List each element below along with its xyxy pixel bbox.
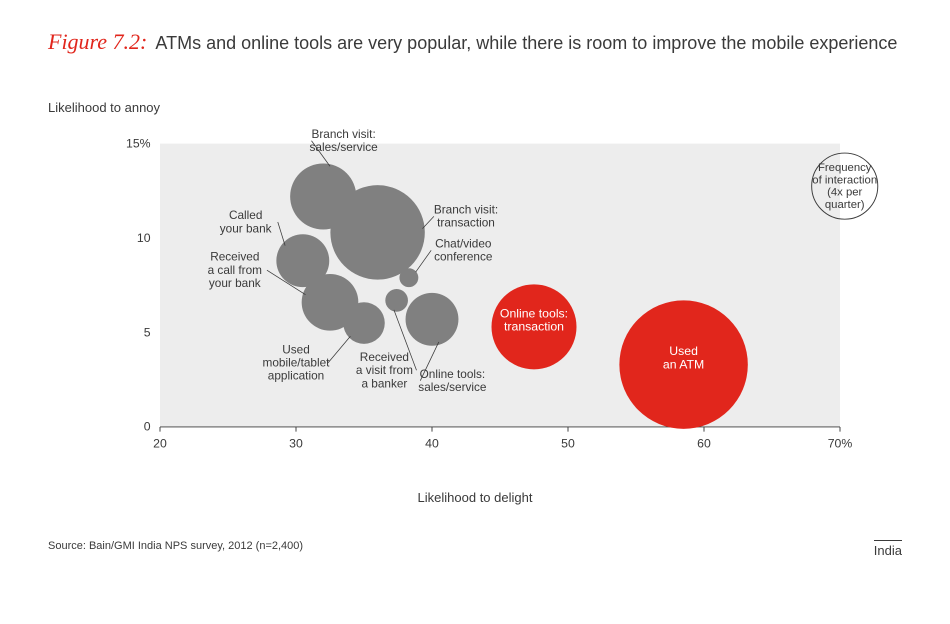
y-tick-label: 15%	[126, 136, 151, 150]
bubble-chart: 203040506070% 051015% Branch visit:sales…	[90, 120, 810, 450]
x-tick-label: 50	[561, 437, 575, 451]
y-tick-label: 10	[137, 231, 151, 245]
x-axis-ticks: 20 30 40 50 60 70%	[153, 427, 852, 451]
country-label: India	[874, 540, 902, 558]
y-axis-ticks: 0 5 10 15%	[126, 136, 151, 433]
source-text: Source: Bain/GMI India NPS survey, 2012 …	[48, 540, 303, 552]
label-branch_sales: Branch visit:sales/service	[310, 127, 379, 154]
x-tick-label: 60	[697, 437, 711, 451]
figure-number: Figure 7.2:	[48, 29, 147, 54]
legend-group: Frequencyof interaction(4x perquarter)	[812, 153, 878, 219]
x-tick-label: 70%	[828, 437, 853, 451]
x-tick-label: 20	[153, 437, 167, 451]
chart-svg: 20 30 40 50 60 70% 0 5 10 15% Branch visit:sales…	[90, 120, 910, 460]
label-online_sales: Online tools:sales/service	[418, 367, 487, 394]
y-tick-label: 5	[144, 325, 151, 339]
bubble-recv_visit	[385, 289, 408, 312]
bubble-online_sales	[406, 293, 459, 346]
y-tick-label: 0	[144, 420, 151, 434]
y-axis-title: Likelihood to annoy	[48, 100, 160, 115]
label-online_txn: Online tools:transaction	[500, 306, 568, 333]
label-branch_txn: Branch visit:transaction	[434, 203, 498, 230]
label-recv_call: Receiveda call fromyour bank	[208, 250, 263, 290]
x-axis-title: Likelihood to delight	[0, 490, 950, 505]
bubble-chat_video	[399, 268, 418, 287]
x-tick-label: 40	[425, 437, 439, 451]
label-recv_visit: Receiveda visit froma banker	[356, 350, 413, 390]
bubble-branch_txn	[330, 185, 424, 279]
label-chat_video: Chat/videoconference	[434, 237, 493, 264]
x-tick-label: 30	[289, 437, 303, 451]
figure-title-text: ATMs and online tools are very popular, …	[155, 33, 897, 53]
figure-title: Figure 7.2: ATMs and online tools are ve…	[48, 28, 902, 57]
